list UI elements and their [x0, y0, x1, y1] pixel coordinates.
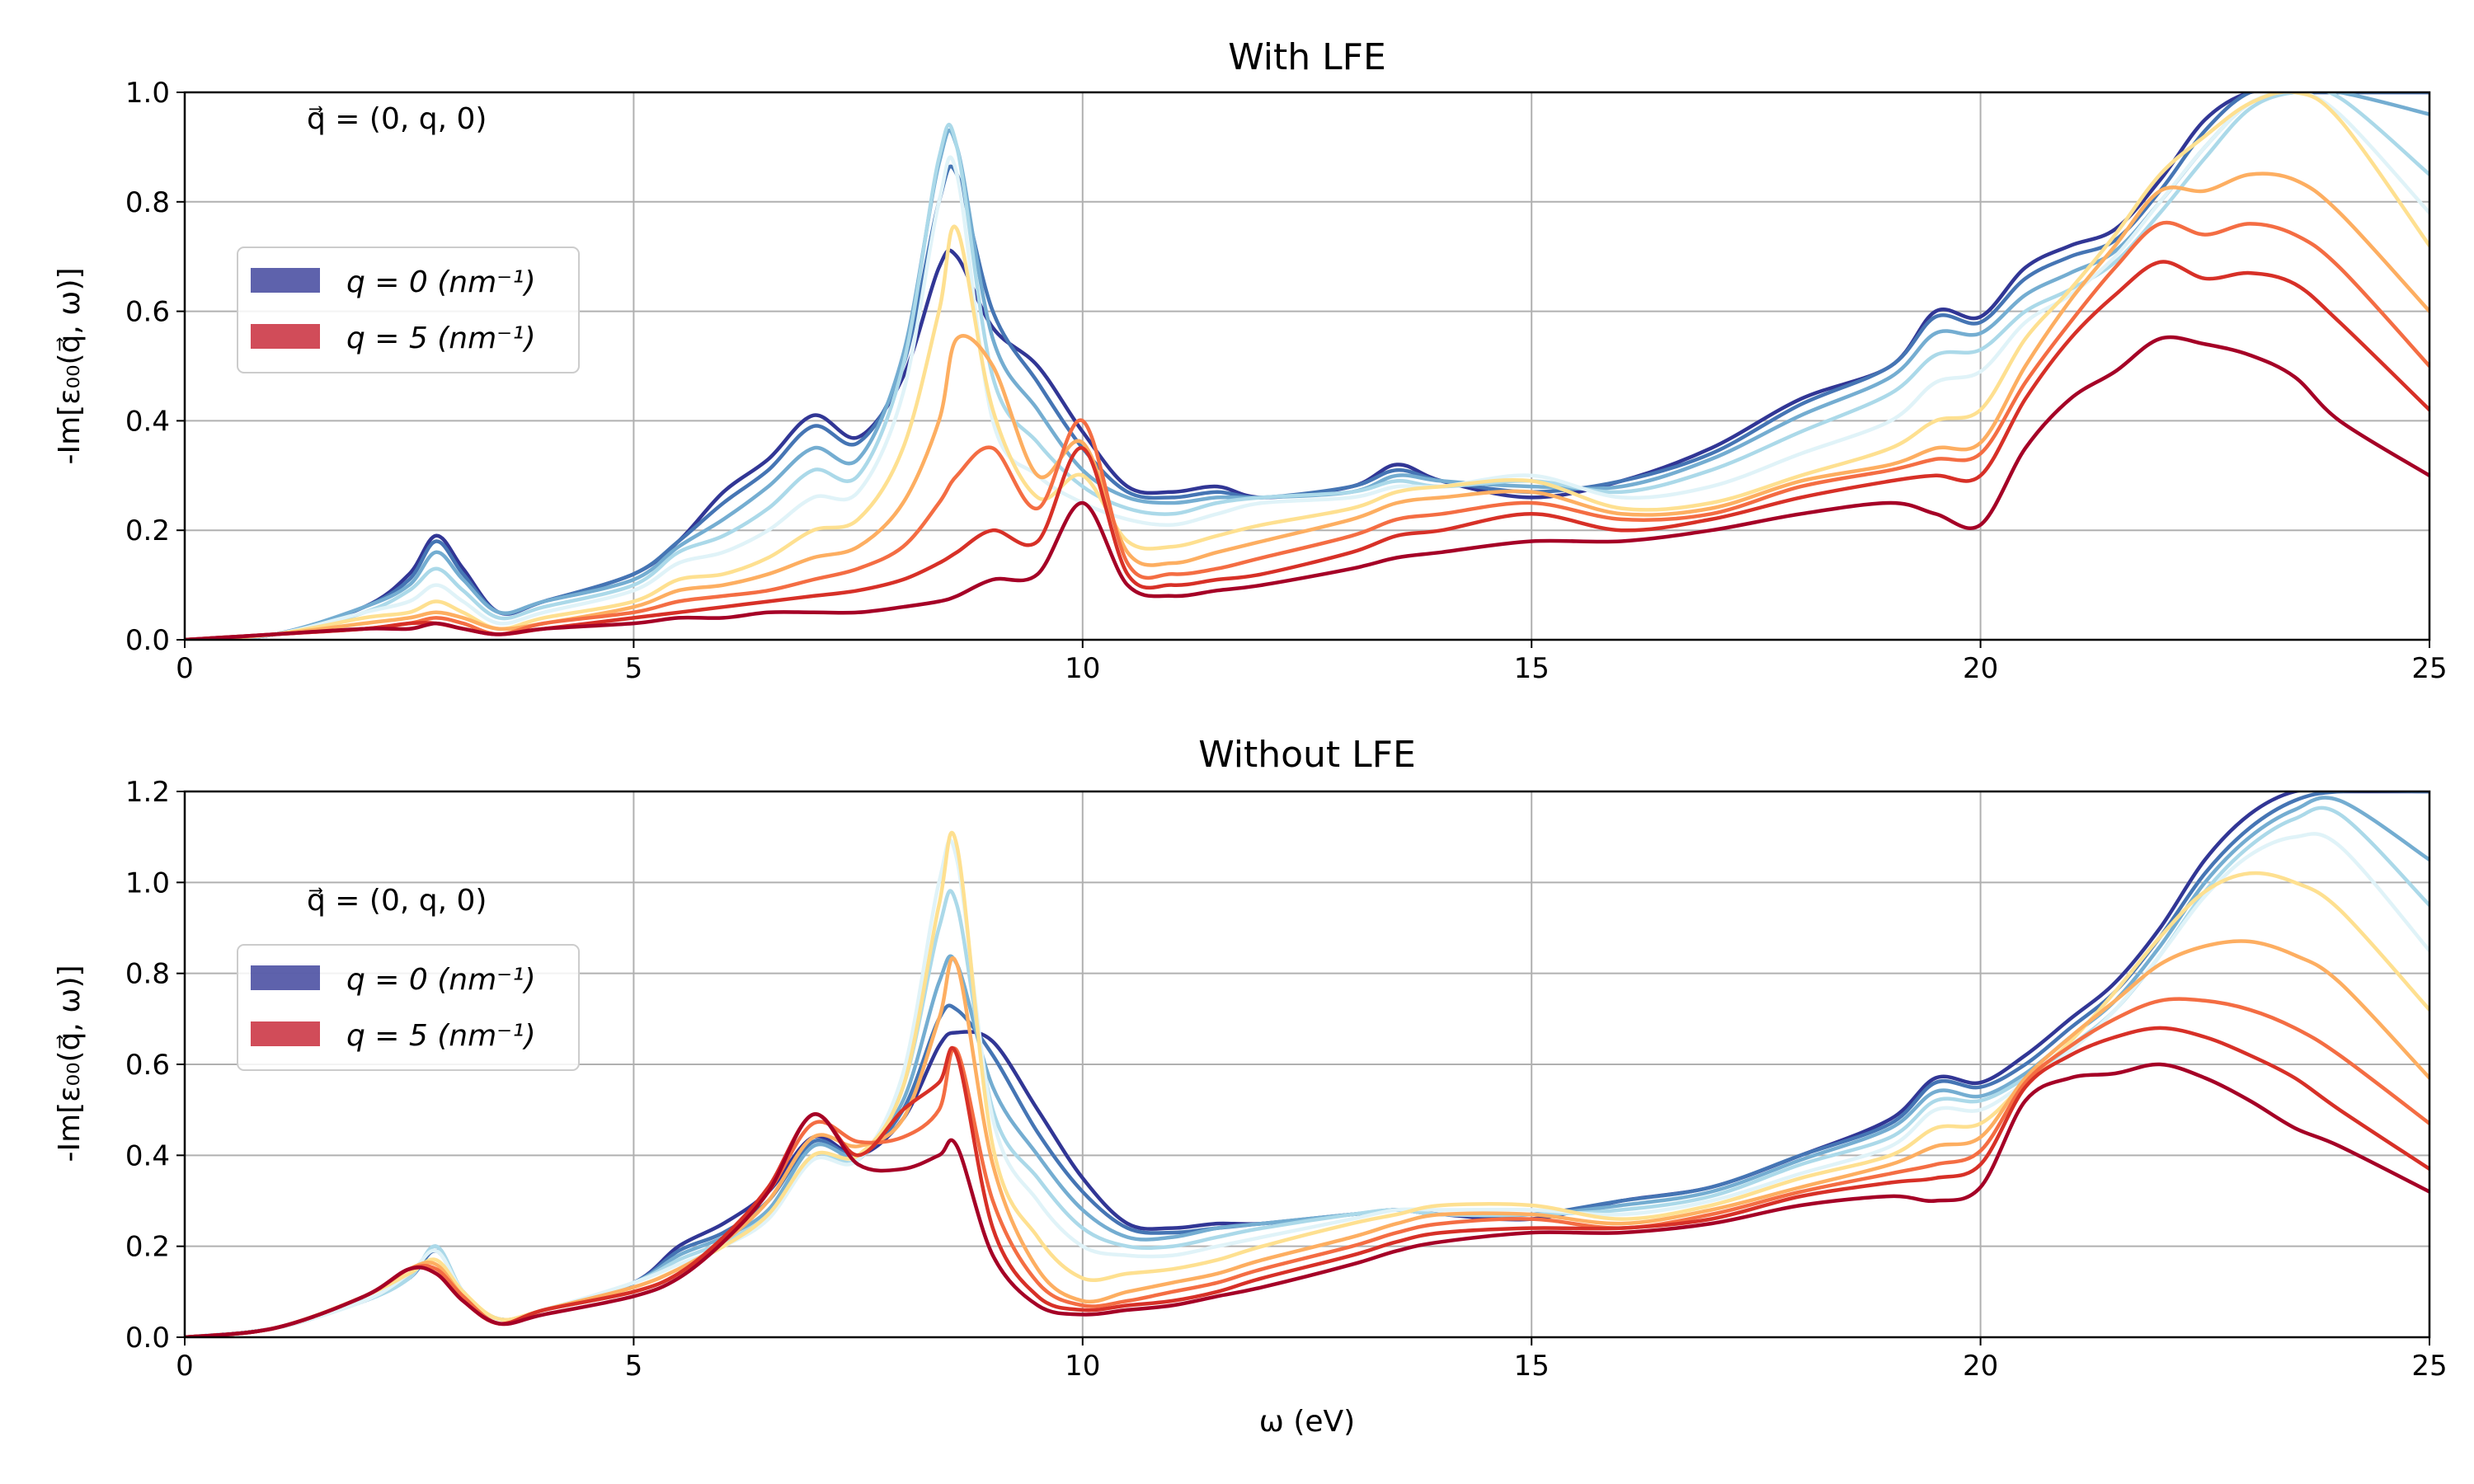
series-line-5 — [185, 92, 2429, 640]
axes-frame — [183, 91, 2431, 641]
legend-label-q0: q = 0 (nm⁻¹) — [346, 963, 536, 997]
legend-swatch-q5 — [251, 1021, 320, 1046]
legend: q = 0 (nm⁻¹) q = 5 (nm⁻¹) — [237, 944, 580, 1071]
panel-title: With LFE — [1228, 36, 1386, 78]
legend-swatch-q5 — [251, 324, 320, 349]
y-tick-label: 0.4 — [125, 1139, 170, 1172]
series-line-2 — [185, 92, 2429, 640]
y-tick-label: 0.8 — [125, 186, 170, 219]
legend-box — [237, 247, 580, 373]
x-tick-label: 5 — [625, 1350, 643, 1383]
series-group — [185, 791, 2429, 1337]
y-tick-label: 0.2 — [125, 1231, 170, 1264]
x-tick-label: 0 — [176, 652, 194, 685]
legend-swatch-q0 — [251, 965, 320, 990]
series-lines — [185, 791, 2429, 1337]
panel-with-lfe: With LFE -Im[ε₀₀(q⃗, ω)] 0 5 10 15 20 25 0.0 0.… — [53, 36, 2448, 685]
y-tick-label: 1.2 — [125, 776, 170, 809]
legend-label-q5: q = 5 (nm⁻¹) — [346, 322, 536, 355]
x-tick-label: 0 — [176, 1350, 194, 1383]
axes-frame — [183, 790, 2431, 1339]
series-lines — [185, 92, 2429, 640]
x-tick-label: 15 — [1514, 652, 1550, 685]
x-axis-label: ω (eV) — [1259, 1405, 1355, 1439]
y-tick-label: 0.0 — [125, 1322, 170, 1355]
x-tick-label: 20 — [1963, 652, 1998, 685]
x-tick-label: 10 — [1065, 1350, 1100, 1383]
y-axis-label: -Im[ε₀₀(q⃗, ω)] — [53, 267, 87, 464]
x-tick-label: 5 — [625, 652, 643, 685]
series-line-9 — [185, 1062, 2429, 1337]
y-tick-label: 0.6 — [125, 296, 170, 329]
x-tick-label: 15 — [1514, 1350, 1550, 1383]
panel-without-lfe: Without LFE -Im[ε₀₀(q⃗, ω)] 0 5 10 15 20 25 0.… — [53, 734, 2448, 1439]
series-line-7 — [185, 220, 2429, 640]
axis-ticks: 0 5 10 15 20 25 0.0 0.2 0.4 0.6 0.8 1.0 — [125, 77, 2448, 685]
y-tick-label: 0.4 — [125, 405, 170, 438]
y-axis-label: -Im[ε₀₀(q⃗, ω)] — [53, 965, 87, 1162]
x-tick-label: 20 — [1963, 1350, 1998, 1383]
legend: q = 0 (nm⁻¹) q = 5 (nm⁻¹) — [237, 247, 580, 373]
legend-label-q0: q = 0 (nm⁻¹) — [346, 265, 536, 299]
y-tick-label: 0.0 — [125, 624, 170, 657]
wavevector-annotation: q⃗ = (0, q, 0) — [307, 102, 487, 136]
series-group — [185, 92, 2429, 640]
x-tick-label: 10 — [1065, 652, 1100, 685]
panel-title: Without LFE — [1198, 734, 1416, 776]
x-tick-label: 25 — [2411, 1350, 2447, 1383]
legend-label-q5: q = 5 (nm⁻¹) — [346, 1019, 536, 1053]
legend-swatch-q0 — [251, 268, 320, 293]
wavevector-annotation: q⃗ = (0, q, 0) — [307, 884, 487, 918]
series-line-4 — [185, 92, 2429, 640]
legend-box — [237, 944, 580, 1071]
y-tick-label: 0.8 — [125, 958, 170, 991]
y-tick-label: 1.0 — [125, 77, 170, 110]
series-line-8 — [185, 1026, 2429, 1337]
x-tick-label: 25 — [2411, 652, 2447, 685]
axis-ticks: 0 5 10 15 20 25 0.0 0.2 0.4 0.6 0.8 1.0 1.2 — [125, 776, 2448, 1383]
series-line-9 — [185, 335, 2429, 640]
y-tick-label: 1.0 — [125, 866, 170, 899]
y-tick-label: 0.6 — [125, 1049, 170, 1082]
y-tick-label: 0.2 — [125, 514, 170, 547]
